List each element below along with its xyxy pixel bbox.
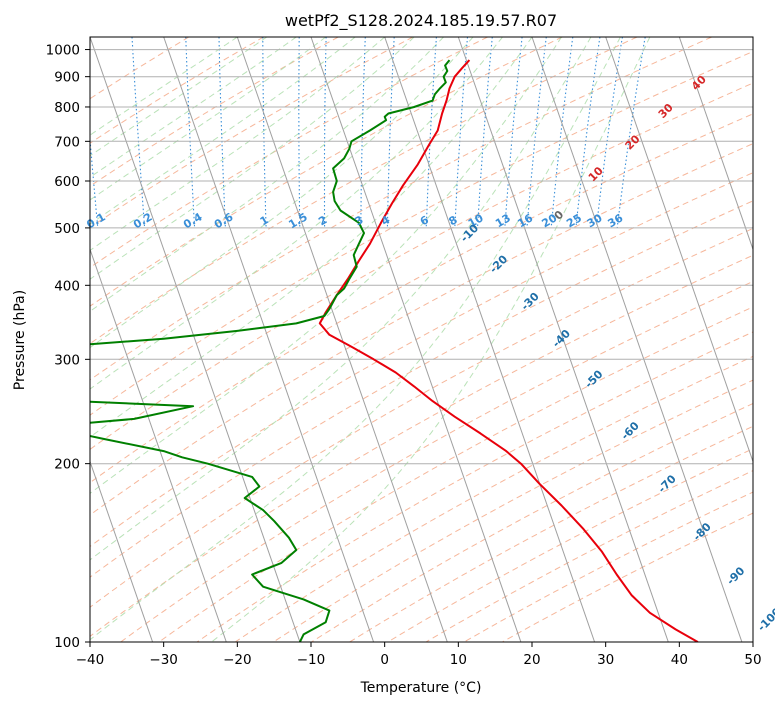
y-tick-label: 300 <box>54 352 80 368</box>
plot-frame <box>89 36 754 643</box>
moist-adiabat <box>90 37 533 438</box>
x-tick-label: −40 <box>76 652 105 668</box>
x-axis-label: Temperature (°C) <box>360 680 482 696</box>
x-tick-label: −30 <box>149 652 178 668</box>
skewed-isotherm <box>457 37 669 642</box>
x-tick-label: 10 <box>450 652 467 668</box>
y-tick-label: 900 <box>54 70 80 86</box>
y-tick-label: 500 <box>54 221 80 237</box>
dry-adiabat <box>234 355 753 642</box>
skewed-isotherm <box>531 37 743 642</box>
mixing-ratio-line <box>595 37 623 228</box>
x-tick-label: 30 <box>597 652 614 668</box>
skewed-isotherm <box>310 37 522 642</box>
moist-adiabat <box>90 37 474 349</box>
moist-adiabat <box>90 37 562 494</box>
dry-adiabat <box>90 200 753 578</box>
dry-adiabat <box>311 402 753 642</box>
moist-adiabat <box>90 37 326 201</box>
dry-adiabat <box>90 50 753 416</box>
skewed-isotherm <box>163 37 375 642</box>
dry-adiabat <box>502 512 753 642</box>
skewed-isotherm <box>90 247 227 642</box>
y-tick-label: 1000 <box>46 43 80 59</box>
dry-adiabat <box>90 143 753 516</box>
dry-adiabat <box>90 37 339 187</box>
y-tick-label: 800 <box>54 100 80 116</box>
x-tick-label: 0 <box>380 652 389 668</box>
skewed-isotherm <box>90 37 301 642</box>
dry-adiabat <box>158 306 753 642</box>
mixing-ratio-line <box>575 37 601 228</box>
x-tick-label: −20 <box>223 652 252 668</box>
y-tick-label: 700 <box>54 134 80 150</box>
dry-adiabat <box>90 37 264 144</box>
x-tick-label: 50 <box>744 652 761 668</box>
skewed-isotherm <box>236 37 448 642</box>
moist-adiabat <box>90 37 592 561</box>
chart-title: wetPf2_S128.2024.185.19.57.R07 <box>285 11 557 31</box>
y-tick-label: 400 <box>54 278 80 294</box>
dry-adiabat <box>349 425 753 642</box>
dry-adiabat <box>90 37 712 381</box>
skewed-isotherm <box>678 37 753 251</box>
y-tick-label: 200 <box>54 457 80 473</box>
moist-adiabat <box>90 37 415 280</box>
dry-adiabat <box>273 379 753 642</box>
moist-adiabat <box>90 37 238 136</box>
y-tick-label: 600 <box>54 174 80 190</box>
y-axis-label: Pressure (hPa) <box>12 290 28 390</box>
dry-adiabat <box>90 254 753 637</box>
dry-adiabat <box>425 470 753 642</box>
dry-adiabat <box>90 37 563 307</box>
skewed-isotherm <box>605 37 753 464</box>
dewpoint-line <box>90 59 451 642</box>
moist-adiabat <box>90 37 621 641</box>
moist-adiabat <box>90 37 503 390</box>
x-tick-label: 20 <box>523 652 540 668</box>
moist-adiabat <box>90 37 356 225</box>
dry-adiabat <box>90 227 753 608</box>
dry-adiabat <box>90 37 638 345</box>
dry-adiabat <box>120 280 753 642</box>
moist-adiabat <box>90 37 268 157</box>
skewed-isotherm <box>90 460 154 642</box>
dry-adiabat <box>387 448 753 642</box>
x-tick-label: −10 <box>297 652 326 668</box>
mixing-ratio-line <box>550 37 574 228</box>
dry-adiabat <box>196 331 753 642</box>
mixing-ratio-line <box>616 37 646 228</box>
moist-adiabat <box>90 37 297 178</box>
x-tick-label: 40 <box>671 652 688 668</box>
temperature-line <box>318 59 699 642</box>
moist-adiabat <box>211 37 651 642</box>
skewed-isotherm <box>384 37 596 642</box>
y-tick-label: 100 <box>54 635 80 651</box>
dry-adiabat <box>463 491 753 642</box>
